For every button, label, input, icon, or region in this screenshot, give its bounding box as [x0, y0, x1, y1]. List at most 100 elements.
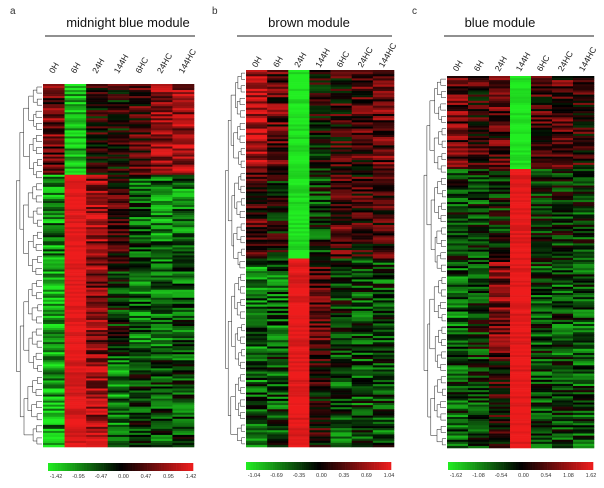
heatmap-cell: [309, 178, 331, 182]
heatmap-cell: [447, 379, 469, 383]
color-scale-step: [460, 462, 463, 470]
heatmap-cell: [86, 196, 109, 200]
dendrogram-branch: [234, 182, 239, 209]
heatmap-cell: [552, 272, 574, 275]
color-scale-step: [55, 463, 58, 471]
heatmap-cell: [107, 166, 130, 169]
heatmap-cell: [552, 226, 574, 230]
heatmap-cell: [172, 233, 195, 236]
heatmap-cell: [372, 90, 395, 94]
heatmap-cell: [468, 367, 490, 370]
heatmap-cell: [64, 386, 87, 389]
heatmap-cell: [129, 402, 152, 405]
heatmap-cell: [351, 329, 374, 333]
heatmap-cell: [246, 344, 268, 347]
heatmap-cell: [552, 191, 574, 195]
heatmap-cell: [372, 405, 395, 408]
heatmap-cell: [489, 109, 511, 112]
heatmap-cell: [552, 441, 574, 445]
heatmap-cell: [64, 243, 87, 246]
heatmap-cell: [43, 160, 65, 163]
heatmap-cell: [267, 233, 289, 236]
heatmap-cell: [246, 239, 268, 243]
color-scale-step: [474, 462, 478, 470]
heatmap-cell: [552, 359, 574, 362]
heatmap-cell: [267, 367, 289, 370]
heatmap-cell: [246, 166, 268, 169]
heatmap-cell: [86, 338, 109, 341]
heatmap-cell: [288, 289, 310, 293]
heatmap-cell: [288, 224, 310, 228]
heatmap-cell: [447, 218, 469, 221]
heatmap-cell: [43, 168, 65, 172]
column-label: 144HC: [176, 47, 198, 75]
dendrogram-branch: [442, 388, 446, 396]
heatmap-cell: [552, 171, 574, 174]
heatmap-cell: [288, 109, 310, 113]
heatmap-cell: [552, 251, 574, 255]
heatmap-cell: [447, 381, 469, 385]
heatmap-cell: [129, 309, 152, 313]
heatmap-cell: [351, 78, 374, 81]
heatmap-cell: [372, 124, 395, 127]
heatmap-cell: [43, 114, 65, 117]
heatmap-cell: [129, 334, 152, 337]
heatmap-cell: [64, 321, 87, 325]
heatmap-cell: [288, 411, 310, 414]
heatmap-cell: [107, 279, 130, 282]
heatmap-cell: [267, 116, 289, 119]
heatmap-cell: [351, 118, 374, 121]
heatmap-cell: [468, 164, 490, 168]
heatmap-cell: [267, 321, 289, 324]
heatmap-cell: [107, 150, 130, 153]
heatmap-cell: [468, 233, 490, 236]
heatmap-cell: [43, 275, 65, 278]
heatmap-cell: [372, 170, 395, 173]
dendrogram-branch: [236, 226, 242, 240]
heatmap-cell: [43, 142, 65, 145]
heatmap-cell: [246, 134, 268, 138]
heatmap-cell: [531, 421, 553, 424]
heatmap-cell: [150, 92, 173, 95]
heatmap-cell: [447, 133, 469, 137]
heatmap-cell: [86, 92, 109, 95]
heatmap-cell: [129, 273, 152, 276]
heatmap-cell: [246, 176, 268, 180]
heatmap-cell: [573, 324, 595, 327]
heatmap-cell: [489, 330, 511, 333]
heatmap-cell: [330, 250, 353, 253]
heatmap-cell: [468, 175, 490, 178]
heatmap-cell: [246, 187, 268, 190]
heatmap-cell: [309, 423, 331, 427]
heatmap-cell: [573, 214, 595, 217]
heatmap-cell: [330, 260, 353, 263]
heatmap-cell: [107, 277, 130, 280]
color-scale: -1.62 -1.08 -0.54 0.00 0.54 1.08 1.62: [448, 462, 596, 479]
heatmap-cell: [330, 338, 353, 341]
heatmap-cell: [172, 416, 195, 420]
heatmap-cell: [531, 348, 553, 352]
heatmap-cell: [150, 297, 173, 301]
heatmap-cell: [531, 200, 553, 203]
color-scale-step: [585, 462, 589, 470]
heatmap-cell: [468, 107, 490, 110]
heatmap-cell: [372, 70, 395, 73]
heatmap-cell: [351, 132, 374, 136]
heatmap-cell: [309, 160, 331, 163]
color-scale-step: [525, 462, 529, 470]
heatmap-cell: [372, 147, 395, 150]
heatmap-cell: [531, 400, 553, 403]
heatmap-cell: [552, 334, 574, 337]
heatmap-cell: [351, 323, 374, 326]
heatmap-cell: [330, 294, 353, 297]
heatmap-cell: [64, 330, 87, 333]
heatmap-cell: [129, 285, 152, 288]
heatmap-cell: [309, 153, 331, 157]
heatmap-cell: [552, 425, 574, 428]
heatmap-cell: [267, 120, 289, 123]
heatmap-cell: [309, 141, 331, 144]
heatmap-cell: [129, 321, 152, 325]
heatmap-cell: [510, 406, 532, 410]
heatmap-cell: [573, 346, 595, 350]
heatmap-cell: [573, 224, 595, 228]
